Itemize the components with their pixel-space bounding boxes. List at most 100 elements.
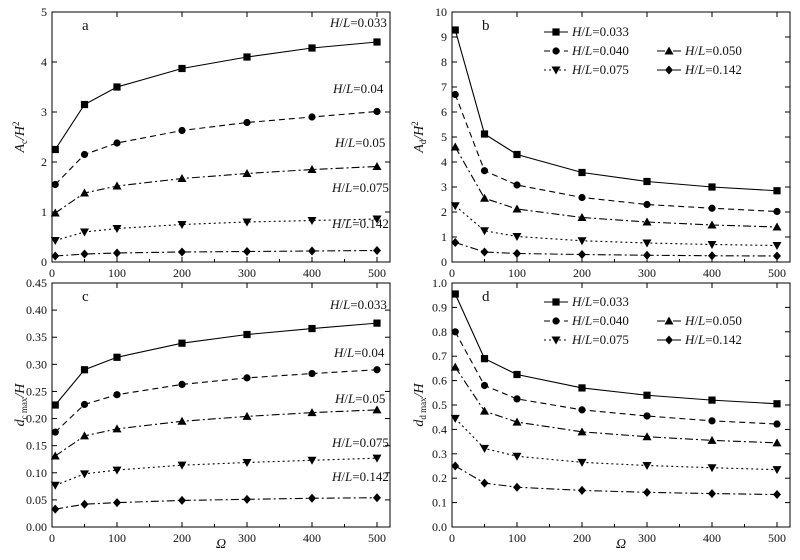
x-tick-label: 100	[508, 266, 526, 280]
legend-swatch-marker	[665, 65, 673, 75]
chart-panel-b: 0 100 200 300 400 500 0 1 2 3 4 5 6 7 8 9 10 Ad/H2 b H/L=0.…	[410, 5, 791, 280]
x-tick-label: 0	[49, 531, 55, 545]
data-point	[178, 380, 186, 388]
x-tick-label: 0	[449, 266, 455, 280]
plot-frame	[51, 11, 391, 263]
series-4	[451, 238, 781, 261]
data-point	[51, 504, 60, 514]
legend-entry: H/L=0.142	[684, 332, 742, 347]
data-point	[772, 222, 782, 231]
data-point	[577, 237, 587, 246]
legend-swatch-marker	[664, 46, 674, 55]
y-axis-label: dc max/H	[13, 383, 29, 427]
y-tick-label: 0.0	[432, 520, 447, 534]
series-1: H/L=0.04	[51, 81, 384, 189]
y-tick-label: 6	[441, 105, 447, 119]
data-point	[707, 435, 717, 444]
chart-panel-a: 0 100 200 300 400 500 0 1 2 3 4 5 Ac/H2 a H/L=0.033 H/L…	[11, 5, 391, 280]
series-label: H/L=0.075	[331, 180, 389, 195]
data-point	[773, 400, 781, 408]
series-4	[451, 461, 781, 500]
data-point	[51, 428, 59, 436]
data-point	[772, 438, 782, 447]
y-axis-label: dd max/H	[412, 382, 428, 426]
data-point	[372, 162, 382, 170]
series-line	[54, 322, 378, 406]
y-tick-label: 0	[441, 255, 447, 269]
data-point	[51, 251, 60, 261]
data-point	[308, 324, 316, 333]
data-point	[450, 362, 460, 371]
data-point	[578, 250, 586, 259]
y-tick-label: 0.8	[432, 325, 447, 339]
data-point	[50, 451, 60, 460]
data-point	[451, 26, 459, 34]
series-label: H/L=0.142	[331, 216, 389, 231]
data-point	[307, 217, 317, 225]
data-point	[113, 391, 121, 399]
x-tick-label: 500	[368, 531, 386, 545]
x-tick-label: 500	[768, 531, 786, 545]
data-point	[80, 249, 89, 259]
x-tick-label: 300	[238, 266, 256, 280]
y-axis-label: Ad/H2	[410, 121, 428, 154]
y-tick-label: 1.0	[432, 276, 447, 290]
y-tick-label: 0.1	[432, 496, 447, 510]
series-0	[451, 26, 781, 195]
data-point	[480, 130, 489, 138]
data-point	[242, 169, 252, 177]
data-point	[643, 487, 651, 497]
data-point	[513, 482, 521, 492]
data-point	[578, 193, 586, 202]
series-line	[55, 249, 378, 257]
y-tick-label: 0.00	[26, 520, 47, 534]
data-point	[80, 400, 89, 409]
data-point	[480, 381, 489, 390]
data-point	[642, 462, 652, 471]
data-point	[450, 202, 460, 211]
y-tick-label: 2	[441, 205, 447, 219]
chart-panel-c: 0 100 200 300 400 500 0.00 0.05 0.10 0.15 0.20 0.25…	[13, 276, 391, 545]
legend-swatch-marker	[552, 317, 560, 325]
series-line	[55, 497, 378, 510]
data-point	[80, 188, 89, 197]
series-line	[454, 465, 778, 496]
data-point	[513, 181, 521, 189]
series-3: H/L=0.075	[50, 180, 389, 245]
data-point	[243, 494, 251, 504]
series-2	[450, 362, 782, 447]
data-point	[307, 456, 317, 465]
x-tick-label: 0	[449, 531, 455, 545]
data-point	[372, 405, 382, 414]
data-point	[51, 401, 59, 409]
legend-swatch-marker	[551, 336, 561, 345]
x-tick-label: 300	[638, 266, 656, 280]
legend-entry: H/L=0.040	[571, 43, 629, 58]
data-point	[80, 499, 89, 509]
series-line	[454, 293, 778, 405]
data-point	[512, 452, 522, 461]
x-tick-label: 400	[703, 266, 721, 280]
series-0	[451, 290, 781, 408]
data-point	[512, 233, 522, 241]
data-point	[177, 461, 187, 470]
data-point	[178, 126, 186, 135]
data-point	[112, 225, 122, 233]
data-point	[708, 417, 716, 425]
data-point	[577, 458, 587, 467]
data-point	[308, 44, 316, 52]
data-point	[773, 490, 781, 500]
data-point	[373, 107, 381, 116]
series-line	[55, 457, 378, 486]
data-point	[243, 118, 251, 127]
series-line	[54, 41, 378, 150]
y-tick-label: 10	[435, 5, 447, 19]
data-point	[178, 64, 186, 73]
series-label: H/L=0.04	[333, 345, 385, 360]
legend-swatch-marker	[552, 47, 560, 55]
data-point	[480, 227, 489, 236]
legend: H/L=0.033 H/L=0.040 H/L=0.050 H/L=0.075 H/L=…	[544, 24, 742, 77]
series-1: H/L=0.04	[51, 345, 385, 436]
legend-entry: H/L=0.075	[571, 332, 629, 347]
x-tick-label: 500	[368, 266, 386, 280]
